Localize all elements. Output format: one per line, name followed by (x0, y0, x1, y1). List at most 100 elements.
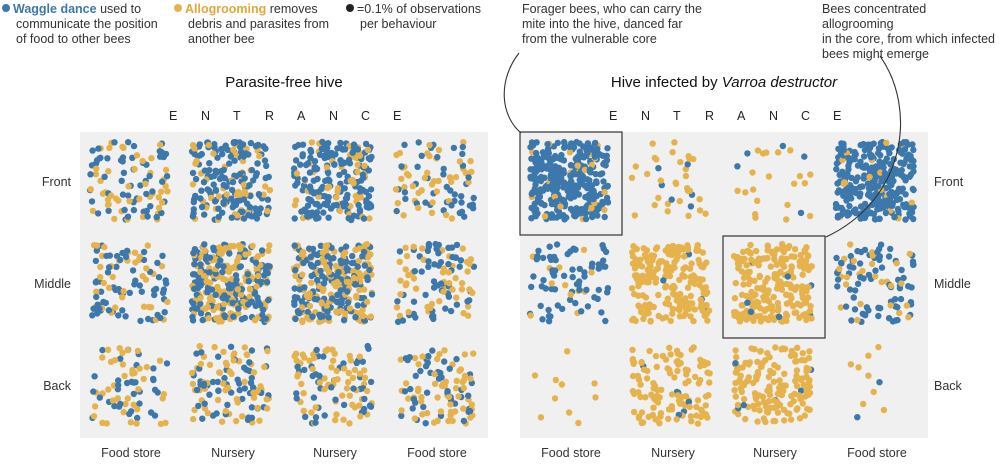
waggle-dot (191, 150, 198, 158)
infected-hive-dots (526, 138, 917, 427)
allogrooming-dot (732, 369, 740, 376)
allogrooming-dot (648, 252, 655, 259)
allogrooming-dot (350, 274, 358, 282)
allogrooming-dot (319, 287, 327, 295)
waggle-dot (189, 169, 197, 177)
allogrooming-dot (768, 303, 776, 310)
waggle-dot (131, 281, 138, 288)
allogrooming-dot (796, 415, 804, 422)
waggle-dot (90, 305, 97, 312)
waggle-dot (140, 248, 148, 256)
allogrooming-dot (786, 410, 793, 417)
allogrooming-dot (688, 346, 695, 353)
allogrooming-dot (682, 264, 689, 271)
waggle-dot (96, 394, 104, 401)
waggle-dot (906, 210, 913, 217)
allogrooming-dot (260, 191, 267, 198)
allogrooming-dot (632, 163, 639, 170)
allogrooming-dot (903, 302, 910, 309)
allogrooming-dot (349, 374, 357, 382)
allogrooming-dot (243, 351, 250, 358)
allogrooming-dot (878, 278, 885, 286)
waggle-dot (447, 307, 455, 315)
waggle-dot (353, 359, 360, 367)
allogrooming-dot (159, 395, 166, 402)
waggle-dot (256, 300, 263, 307)
waggle-dot (247, 192, 254, 200)
waggle-dot (337, 139, 344, 147)
waggle-dot (199, 316, 206, 324)
waggle-dot (126, 289, 133, 296)
allogrooming-dot (801, 412, 808, 419)
allogrooming-dot (779, 318, 786, 325)
waggle-dot (684, 161, 691, 168)
waggle-dot (325, 176, 332, 183)
allogrooming-dot (650, 404, 657, 411)
waggle-dot (303, 208, 310, 216)
allogrooming-dot (234, 212, 241, 219)
waggle-dot (833, 254, 840, 262)
allogrooming-dot (704, 317, 711, 324)
allogrooming-dot (211, 343, 218, 351)
waggle-dot (554, 302, 561, 309)
allogrooming-dot (321, 375, 328, 382)
waggle-dot (150, 365, 157, 372)
waggle-dot (747, 308, 755, 315)
allogrooming-dot (750, 402, 757, 409)
waggle-dot (332, 396, 339, 403)
allogrooming-dot (134, 347, 142, 355)
allogrooming-dot (669, 242, 677, 250)
waggle-dot (236, 380, 243, 387)
allogrooming-dot (860, 400, 867, 408)
waggle-dot (212, 169, 220, 176)
allogrooming-dot (642, 254, 650, 261)
waggle-dot (834, 276, 842, 283)
allogrooming-dot (791, 390, 798, 398)
waggle-dot (264, 262, 272, 270)
allogrooming-dot (293, 357, 300, 364)
waggle-dot (321, 412, 328, 419)
waggle-dot (910, 146, 917, 154)
allogrooming-dot (768, 248, 776, 255)
waggle-dot (583, 286, 590, 293)
allogrooming-dot (105, 168, 112, 175)
allogrooming-dot (456, 158, 464, 165)
waggle-dot (193, 386, 201, 394)
waggle-dot (458, 208, 466, 215)
allogrooming-dot (124, 395, 131, 402)
waggle-dot (125, 139, 132, 146)
waggle-dot (445, 260, 452, 268)
allogrooming-dot (803, 244, 810, 251)
allogrooming-dot (752, 214, 759, 221)
waggle-dot (265, 296, 272, 304)
allogrooming-dot (793, 283, 800, 291)
waggle-dot (320, 280, 328, 287)
left-col-label-3: Nursery (313, 446, 357, 460)
waggle-dot (457, 257, 465, 264)
waggle-dot (247, 299, 255, 306)
allogrooming-dot (257, 383, 264, 390)
waggle-dot (201, 400, 208, 407)
core-annotation-line-3: bees might emerge (822, 47, 930, 61)
allogrooming-dot (109, 397, 117, 404)
waggle-dot (444, 388, 451, 395)
allogrooming-dot (197, 295, 204, 302)
waggle-dot (293, 395, 300, 402)
allogrooming-dot (148, 155, 155, 162)
waggle-dot (402, 195, 409, 203)
allogrooming-dot (704, 414, 711, 421)
allogrooming-dot (429, 199, 436, 206)
allogrooming-dot (770, 293, 777, 301)
waggle-dot (294, 363, 301, 370)
allogrooming-dot (632, 258, 639, 265)
allogrooming-dot (635, 376, 643, 383)
allogrooming-dot (748, 345, 755, 352)
allogrooming-dot (421, 174, 428, 182)
allogrooming-dot (415, 361, 422, 368)
allogrooming-dot (131, 165, 138, 173)
left-row-label-front: Front (41, 175, 71, 189)
allogrooming-dot (364, 254, 372, 261)
waggle-dot (560, 197, 568, 204)
waggle-dot (442, 305, 449, 312)
right-panel-title-italic: Varroa destructor (721, 74, 838, 91)
